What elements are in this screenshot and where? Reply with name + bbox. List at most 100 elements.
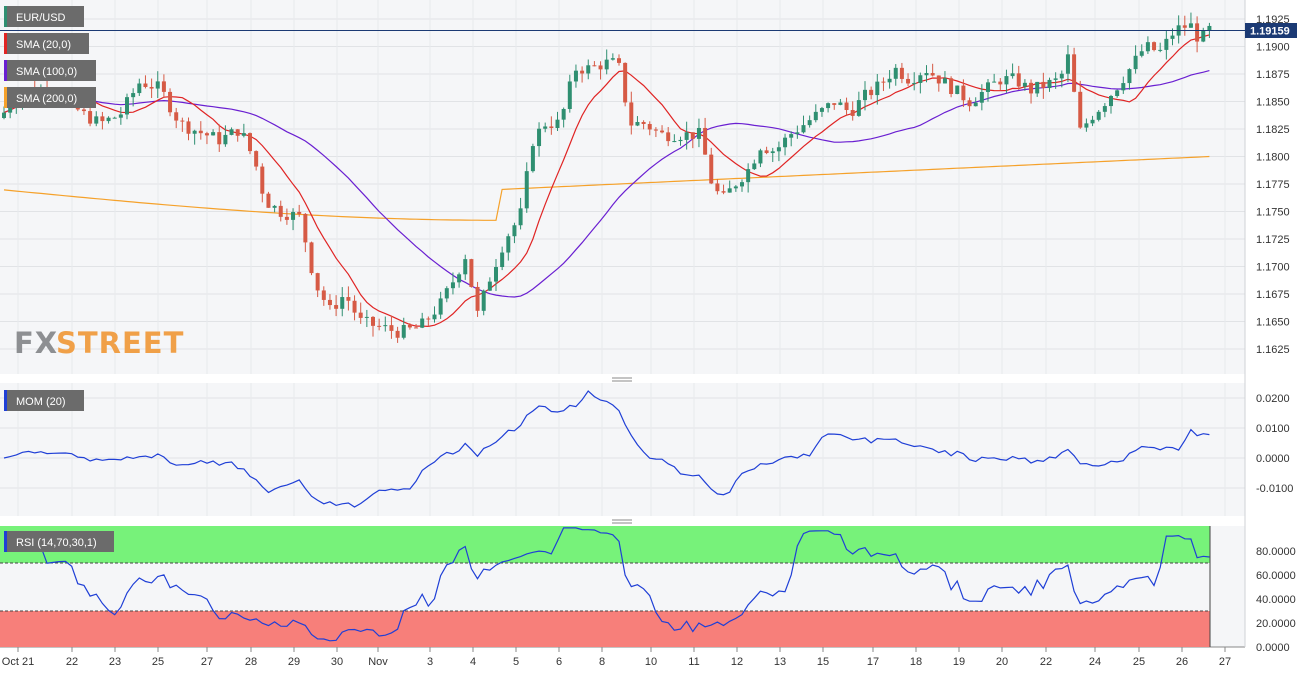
candle-down [1195, 23, 1200, 42]
candle-down [850, 110, 855, 116]
price-axis[interactable]: 1.19251.19001.18751.18501.18251.18001.17… [1256, 14, 1290, 356]
candle-up [1139, 51, 1144, 56]
candle-up [770, 151, 775, 154]
candle-up [494, 267, 498, 282]
candle-down [235, 129, 240, 136]
rsi-line [4, 527, 1210, 642]
candle-down [475, 286, 480, 311]
time-tick-label: Nov [368, 656, 388, 668]
candle-up [2, 112, 6, 118]
legend-rsi-label: RSI (14,70,30,1) [16, 537, 97, 549]
time-tick-label: 10 [645, 656, 657, 668]
candle-up [1004, 76, 1009, 85]
candle-down [906, 78, 911, 84]
candle-down [647, 123, 652, 130]
candle-up [746, 169, 751, 183]
last-price-value: 1.19159 [1250, 26, 1290, 38]
candle-down [303, 213, 308, 243]
candle-up [973, 102, 978, 107]
candle-up [1164, 38, 1169, 50]
candle-up [537, 128, 542, 147]
candle-up [813, 111, 818, 121]
candle-up [740, 182, 744, 187]
time-tick-label: 3 [427, 656, 433, 668]
candle-down [967, 100, 972, 107]
candle-up [1158, 49, 1163, 51]
candle-down [143, 83, 148, 87]
time-tick-label: 18 [910, 656, 922, 668]
candle-down [949, 78, 954, 95]
candle-down [309, 242, 314, 274]
candle-down [653, 129, 658, 131]
time-tick-label: 20 [996, 656, 1008, 668]
price-tick-label: 1.1725 [1256, 234, 1290, 246]
time-tick-label: 4 [470, 656, 476, 668]
candle-up [604, 59, 609, 70]
sma-200-line [3, 155, 1210, 221]
legend-sma-20[interactable]: SMA (20,0) [4, 33, 89, 54]
candle-up [229, 129, 234, 135]
sma-20-line [3, 34, 1210, 328]
candle-down [660, 130, 665, 133]
candle-up [1010, 73, 1015, 77]
candle-up [1115, 90, 1120, 96]
candle-up [1188, 23, 1193, 28]
candle-up [137, 83, 142, 94]
candle-up [776, 147, 781, 152]
candle-down [248, 133, 252, 152]
legend-mom[interactable]: MOM (20) [4, 390, 84, 411]
candle-up [752, 163, 757, 170]
time-tick-label: 25 [152, 656, 164, 668]
candle-up [420, 318, 425, 328]
candle-up [463, 259, 468, 275]
candle-up [1207, 25, 1212, 31]
candle-down [88, 111, 93, 124]
candle-down [666, 132, 671, 142]
candle-down [629, 102, 634, 126]
candle-up [444, 288, 449, 299]
rsi-oversold-zone [0, 611, 1210, 647]
mom-tick-label: 0.0000 [1256, 453, 1290, 465]
candle-up [1035, 81, 1040, 94]
candle-up [555, 119, 560, 128]
candle-down [469, 259, 474, 287]
mom-axis[interactable]: 0.0200 0.0100 0.0000 -0.0100 [1256, 393, 1293, 495]
legend-sma-100[interactable]: SMA (100,0) [4, 60, 96, 81]
pane-divider-handle[interactable] [612, 377, 632, 382]
rsi-axis[interactable]: 80.0000 60.0000 40.0000 20.0000 0.0000 [1256, 546, 1296, 654]
candle-up [1096, 111, 1101, 120]
price-pane[interactable] [0, 0, 1245, 374]
time-tick-label: 8 [599, 656, 605, 668]
candle-up [955, 85, 960, 95]
candle-up [8, 107, 13, 113]
time-tick-label: 11 [688, 656, 699, 668]
candle-down [346, 297, 351, 301]
candle-up [432, 314, 437, 320]
legend-rsi[interactable]: RSI (14,70,30,1) [4, 531, 114, 552]
candle-down [1182, 25, 1187, 28]
time-axis[interactable]: Oct 21 22 23 25 27 28 29 30 Nov 3 4 5 6 8 10 11 12 13 15 17… [2, 656, 1231, 668]
candle-down [1016, 73, 1021, 87]
candle-down [703, 127, 708, 155]
candle-up [450, 282, 455, 289]
candle-down [709, 154, 714, 184]
price-tick-label: 1.1875 [1256, 69, 1290, 81]
candle-up [1090, 119, 1095, 124]
price-tick-label: 1.1825 [1256, 124, 1290, 136]
mom-pane[interactable] [0, 383, 1245, 516]
candle-down [721, 191, 726, 193]
candle-up [1133, 55, 1138, 70]
candle-down [321, 290, 326, 300]
candle-up [457, 274, 462, 283]
pane-divider-handle[interactable] [612, 519, 632, 524]
mom-tick-label: 0.0100 [1256, 423, 1290, 435]
candle-up [875, 81, 880, 96]
candle-down [623, 62, 628, 103]
legend-eurusd[interactable]: EUR/USD [4, 6, 84, 27]
candle-down [1078, 91, 1083, 128]
candle-down [327, 299, 332, 306]
rsi-tick-label: 20.0000 [1256, 618, 1296, 630]
legend-sma-200[interactable]: SMA (200,0) [4, 87, 96, 108]
candle-up [678, 139, 683, 142]
candle-down [81, 109, 86, 112]
